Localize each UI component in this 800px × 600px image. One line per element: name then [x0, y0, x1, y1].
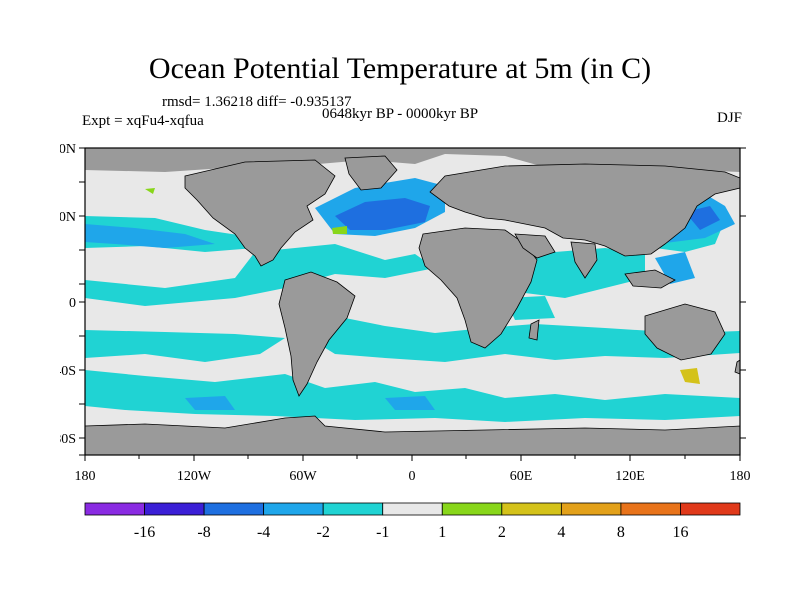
colorbar-box-2: [203, 502, 265, 516]
map-title: Ocean Potential Temperature at 5m (in C): [148, 52, 652, 85]
colorbar-label-8: 8: [617, 524, 625, 541]
colorbar-label-0: -16: [134, 524, 155, 541]
colorbar-label-5: 1: [438, 524, 446, 541]
lon-label-180w: 180: [75, 469, 96, 484]
warm-anomaly-regions: [145, 188, 700, 384]
lat-label-80s: 80S: [60, 432, 76, 447]
colorbar-label-2: -4: [257, 524, 270, 541]
season-label: DJF: [716, 110, 742, 126]
land-masses: [84, 148, 741, 456]
period-label: 0648kyr BP - 0000kyr BP: [322, 106, 479, 122]
lat-label-40n: 40N: [60, 210, 76, 225]
colorbar-label-6: 2: [498, 524, 506, 541]
colorbar-box-9: [620, 502, 681, 516]
colorbar-label-4: -1: [376, 524, 389, 541]
colorbar-label-1: -8: [197, 524, 210, 541]
colorbar-box-6: [441, 502, 503, 516]
colorbar-label-7: 4: [557, 524, 565, 541]
lon-ticks: [84, 455, 741, 461]
lat-ticks: [79, 147, 746, 456]
colorbar-label-3: -2: [317, 524, 330, 541]
lon-labels: 180 120W 60W 0 60E 120E 180: [75, 469, 751, 484]
colorbar-box-0: [84, 502, 145, 516]
lat-label-0: 0: [69, 296, 76, 311]
lat-label-80n: 80N: [60, 142, 76, 157]
lon-label-0: 0: [409, 469, 416, 484]
world-map: 80N 40N 0 40S 80S 180 120W 60W 0 60E 120…: [60, 142, 751, 484]
colorbar-box-3: [263, 502, 324, 516]
colorbar-box-1: [144, 502, 205, 516]
colorbar-box-10: [680, 502, 741, 516]
lon-label-60w: 60W: [289, 469, 317, 484]
lon-label-60e: 60E: [510, 469, 533, 484]
lat-labels: 80N 40N 0 40S 80S: [60, 142, 76, 447]
colorbar-box-8: [560, 502, 622, 516]
colorbar-box-4: [322, 502, 384, 516]
lat-label-40s: 40S: [60, 364, 76, 379]
lon-label-120w: 120W: [177, 469, 212, 484]
rmsd-diff-stats: rmsd= 1.36218 diff= -0.935137: [162, 94, 352, 110]
experiment-label: Expt = xqFu4-xqfua: [82, 113, 204, 129]
colorbar-box-5: [382, 502, 443, 516]
lon-label-120e: 120E: [615, 469, 645, 484]
lon-label-180e: 180: [730, 469, 751, 484]
colorbar-box-7: [501, 502, 562, 516]
colorbar: -16 -8 -4 -2 -1 1 2 4 8 16: [84, 502, 741, 541]
colorbar-label-9: 16: [672, 524, 688, 541]
